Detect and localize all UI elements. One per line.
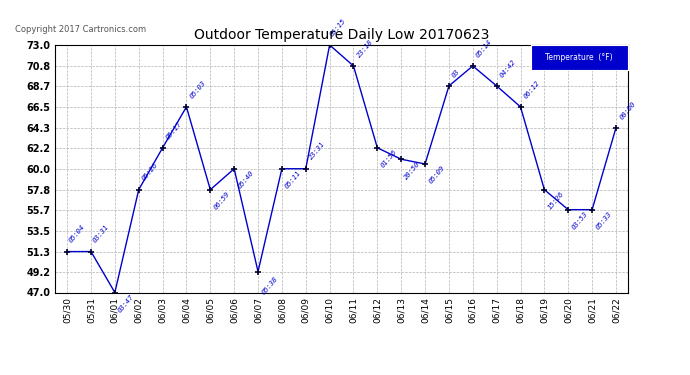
Text: 23:31: 23:31 xyxy=(308,141,326,161)
Title: Outdoor Temperature Daily Low 20170623: Outdoor Temperature Daily Low 20170623 xyxy=(194,28,489,42)
Text: 03: 03 xyxy=(451,68,462,78)
Text: 05:04: 05:04 xyxy=(68,224,86,244)
Text: 03:53: 03:53 xyxy=(571,210,589,231)
Text: 23:18: 23:18 xyxy=(356,38,374,58)
Text: Copyright 2017 Cartronics.com: Copyright 2017 Cartronics.com xyxy=(15,25,146,34)
Text: 05:11: 05:11 xyxy=(284,170,302,190)
Text: 05:03: 05:03 xyxy=(189,79,207,99)
Text: 15:26: 15:26 xyxy=(546,190,565,211)
Text: 05:40: 05:40 xyxy=(237,170,255,190)
Text: 03:31: 03:31 xyxy=(92,224,110,244)
Text: 00:00: 00:00 xyxy=(618,100,637,120)
Text: 06:59: 06:59 xyxy=(213,190,231,211)
Text: 05:38: 05:38 xyxy=(260,275,279,296)
Text: 05:14: 05:14 xyxy=(475,38,493,58)
Text: 03:47: 03:47 xyxy=(117,293,135,314)
Text: 05:17: 05:17 xyxy=(165,120,184,140)
Text: 05:09: 05:09 xyxy=(427,165,446,185)
Text: 06:12: 06:12 xyxy=(523,79,541,99)
Text: 04:42: 04:42 xyxy=(499,58,518,78)
Text: 05:15: 05:15 xyxy=(328,17,346,38)
Text: 05:26: 05:26 xyxy=(141,162,159,182)
Text: 01:56: 01:56 xyxy=(380,148,398,169)
Text: 05:33: 05:33 xyxy=(595,210,613,231)
Text: 20:50: 20:50 xyxy=(404,160,422,180)
